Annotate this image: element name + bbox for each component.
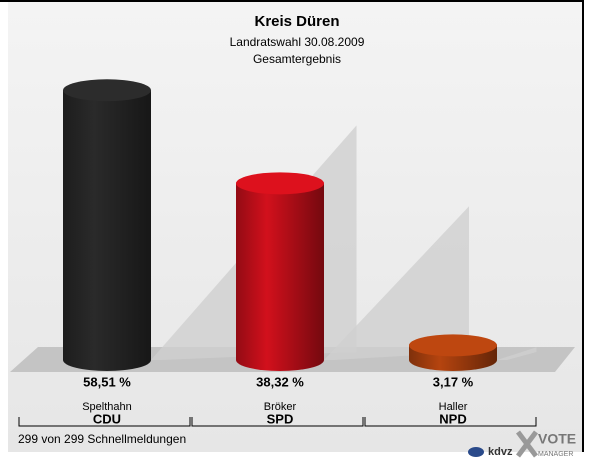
x-tick-label: Spelthahn bbox=[82, 401, 132, 413]
bar-shadow bbox=[497, 347, 537, 360]
bracket bbox=[191, 417, 364, 427]
bracket bbox=[18, 417, 191, 427]
x-tick-label: Haller bbox=[439, 401, 468, 413]
value-label: 3,17 % bbox=[433, 374, 474, 389]
bar-top bbox=[236, 172, 324, 195]
footer: 299 von 299 Schnellmeldungen bbox=[18, 432, 186, 446]
logo-icon bbox=[516, 430, 538, 458]
logo-vote: VOTE bbox=[538, 431, 576, 447]
logo-manager: MANAGER bbox=[538, 451, 573, 458]
x-tick-label: SPD bbox=[267, 411, 294, 426]
bar-top bbox=[409, 334, 497, 357]
bar-shadow bbox=[324, 206, 469, 360]
value-label: 38,32 % bbox=[256, 374, 304, 389]
value-label: 58,51 % bbox=[83, 374, 131, 389]
x-tick-label: Bröker bbox=[264, 401, 297, 413]
chart-subtitle: Landratswahl 30.08.2009 bbox=[230, 35, 365, 49]
chart-title: Kreis Düren bbox=[254, 13, 339, 30]
x-tick-label: NPD bbox=[439, 411, 466, 426]
bar-top bbox=[63, 79, 151, 102]
frame bbox=[0, 0, 584, 452]
bracket bbox=[364, 417, 537, 427]
bar bbox=[236, 183, 324, 371]
x-tick-label: CDU bbox=[93, 411, 121, 426]
chart-subtitle: Gesamtergebnis bbox=[253, 52, 341, 66]
bar bbox=[63, 90, 151, 372]
logo-brand: kdvz bbox=[488, 446, 513, 458]
logo-icon bbox=[468, 447, 484, 457]
